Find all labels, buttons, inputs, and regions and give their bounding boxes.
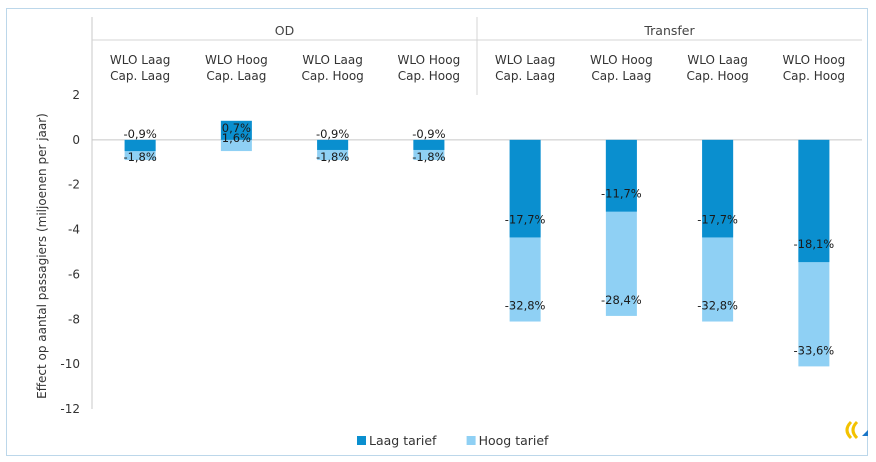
category-label-line1: WLO Hoog xyxy=(783,53,846,67)
legend-swatch xyxy=(357,436,366,445)
data-label-hoog: 1,6% xyxy=(222,131,251,145)
category-label-line1: WLO Hoog xyxy=(205,53,268,67)
y-tick-label: 0 xyxy=(72,133,80,147)
data-label-hoog: -1,8% xyxy=(123,150,156,164)
legend-swatch xyxy=(466,436,476,445)
category-label-line2: Cap. Laag xyxy=(110,69,170,83)
data-label-hoog: -32,8% xyxy=(505,299,546,313)
category-label-line1: WLO Hoog xyxy=(590,53,653,67)
y-tick-label: -12 xyxy=(60,402,80,416)
category-headers: OD Transfer WLO Laag Cap. Laag WLO Hoog Cap. … xyxy=(110,23,845,83)
y-tick-label: 2 xyxy=(72,88,80,102)
bar-hoog-tarief xyxy=(220,139,252,152)
category-label-line2: Cap. Hoog xyxy=(686,69,748,83)
brand-logo xyxy=(845,420,868,440)
data-label-laag: -18,1% xyxy=(794,237,835,251)
y-axis-label: Effect op aantal passagiers (miljoenen p… xyxy=(35,113,49,399)
data-label-laag: 0,7% xyxy=(222,121,251,135)
category-label-line1: WLO Hoog xyxy=(398,53,461,67)
category-label-line2: Cap. Hoog xyxy=(783,69,845,83)
data-label-laag: -0,9% xyxy=(123,127,156,141)
group-header: Transfer xyxy=(643,23,695,38)
data-label-hoog: -1,8% xyxy=(412,150,445,164)
bar-laag-tarief xyxy=(605,139,637,212)
bar-laag-tarief xyxy=(124,139,156,152)
category-label-line2: Cap. Laag xyxy=(591,69,651,83)
y-tick-label: -6 xyxy=(68,267,80,281)
data-label-hoog: -33,6% xyxy=(794,343,835,357)
category-label-line2: Cap. Hoog xyxy=(301,69,363,83)
bar-laag-tarief xyxy=(798,139,830,263)
bar-laag-tarief xyxy=(220,120,252,140)
category-label-line2: Cap. Hoog xyxy=(398,69,460,83)
data-label-laag: -11,7% xyxy=(601,187,642,201)
y-tick-label: -2 xyxy=(68,178,80,192)
y-tick-labels: 2 0 -2 -4 -6 -8 -10 -12 xyxy=(60,88,80,416)
data-label-hoog: -1,8% xyxy=(316,150,349,164)
bar-laag-tarief xyxy=(509,139,541,238)
data-label-laag: -0,9% xyxy=(316,127,349,141)
chart-axes xyxy=(91,17,862,409)
category-label-line1: WLO Laag xyxy=(302,53,362,67)
category-label-line2: Cap. Laag xyxy=(495,69,555,83)
legend-label: Hoog tarief xyxy=(479,433,549,448)
legend-label: Laag tarief xyxy=(369,433,437,448)
category-label-line1: WLO Laag xyxy=(495,53,555,67)
category-label-line2: Cap. Laag xyxy=(206,69,266,83)
y-tick-label: -8 xyxy=(68,312,80,326)
legend: Laag tarief Hoog tarief xyxy=(357,433,549,448)
group-header: OD xyxy=(275,23,294,38)
category-label-line1: WLO Laag xyxy=(687,53,747,67)
data-label-laag: -17,7% xyxy=(697,212,738,226)
data-label-laag: -17,7% xyxy=(505,212,546,226)
bar-laag-tarief xyxy=(413,139,445,150)
bar-laag-tarief xyxy=(702,139,734,238)
y-tick-label: -4 xyxy=(68,223,80,237)
bars xyxy=(124,120,830,367)
data-labels: -0,9% -1,8% 0,7%1,6% -0,9% -1,8% -0,9% -1,8% -1… xyxy=(123,121,834,358)
bar-laag-tarief xyxy=(317,139,349,150)
data-label-hoog: -28,4% xyxy=(601,293,642,307)
data-label-hoog: -32,8% xyxy=(697,299,738,313)
category-label-line1: WLO Laag xyxy=(110,53,170,67)
data-label-laag: -0,9% xyxy=(412,127,445,141)
y-tick-label: -10 xyxy=(60,357,80,371)
